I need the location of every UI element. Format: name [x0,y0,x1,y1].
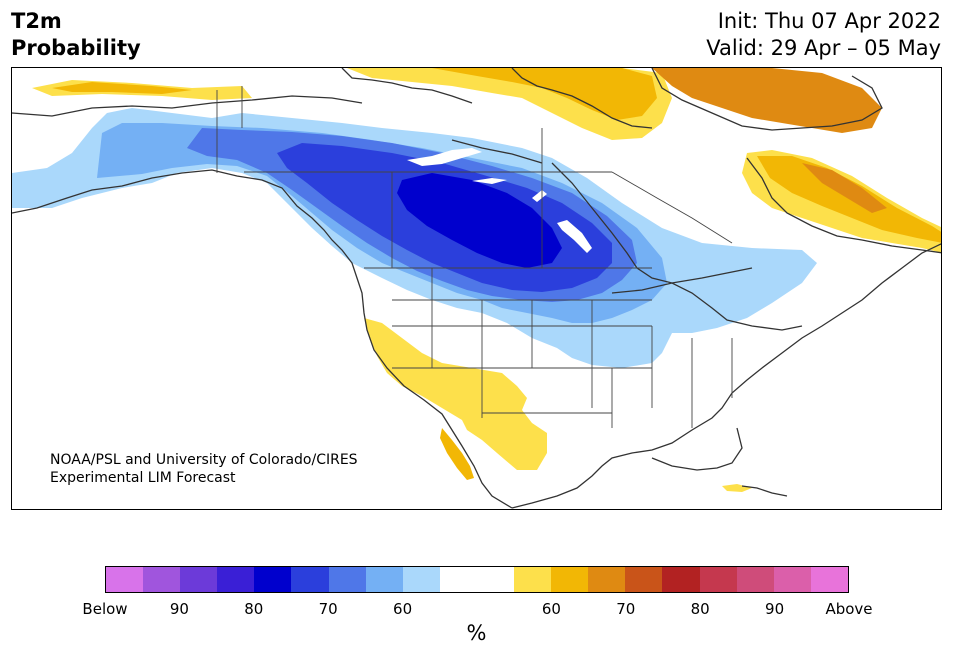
colorbar-segment [588,567,626,592]
above-65-baja [440,428,474,480]
above-70-labrador-coast [802,163,887,213]
valid-dates: Valid: 29 Apr – 05 May [706,36,941,60]
above-60-cuba [722,484,752,492]
colorbar-segment [773,567,811,592]
colorbar-tick: 70 [616,600,636,618]
colorbar-segment [402,567,440,592]
title-line2: Probability [11,36,141,60]
credit-line2: Experimental LIM Forecast [50,470,236,486]
colorbar-tick: 60 [541,600,561,618]
colorbar-segment [254,567,292,592]
colorbar-segment [291,567,329,592]
title-line1: T2m [11,9,62,33]
colorbar-segment [736,567,774,592]
credit-line1: NOAA/PSL and University of Colorado/CIRE… [50,452,358,468]
colorbar-tick: Below [82,600,128,618]
map-canvas [12,68,941,509]
colorbar-tick: 80 [690,600,710,618]
colorbar-segment [810,567,848,592]
colorbar-segment [217,567,255,592]
below-85-region [397,173,562,268]
colorbar-segment [143,567,181,592]
colorbar-segment [551,567,589,592]
map-credit: NOAA/PSL and University of Colorado/CIRE… [50,451,358,487]
coastlines [12,68,941,509]
map-title: T2m Probability [11,8,141,62]
colorbar-segment [439,567,477,592]
great-bear-lake [407,148,482,166]
colorbar-segment [106,567,144,592]
colorbar-tick: 90 [765,600,785,618]
colorbar-unit-label: % [466,621,487,645]
great-slave-lake [472,178,507,184]
colorbar-tick: Above [825,600,873,618]
lake-winnipeg [557,220,592,253]
forecast-dates: Init: Thu 07 Apr 2022 Valid: 29 Apr – 05… [706,8,941,62]
colorbar-segment [625,567,663,592]
colorbar-segment [328,567,366,592]
colorbar-segment [662,567,700,592]
above-65-labrador [757,156,941,243]
lake-athabasca [532,190,547,202]
colorbar-tick: 60 [393,600,413,618]
colorbar-segment [514,567,552,592]
above-65-arctic-islands [432,68,657,120]
above-65-arctic-west [52,82,192,94]
above-70-greenland [652,68,882,133]
colorbar-segment [476,567,515,592]
probability-map: NOAA/PSL and University of Colorado/CIRE… [11,67,942,510]
probability-colorbar [105,566,849,593]
init-date: Init: Thu 07 Apr 2022 [717,9,941,33]
colorbar-tick: 80 [244,600,264,618]
colorbar-tick: 70 [318,600,338,618]
colorbar-segment [699,567,737,592]
colorbar-tick: 90 [169,600,189,618]
colorbar-tick-labels: Below 90 80 70 60 60 70 80 90 Above [0,600,953,620]
political-borders [216,86,733,428]
above-60-southwest [364,318,547,470]
colorbar-segment [365,567,403,592]
colorbar-segment [180,567,218,592]
